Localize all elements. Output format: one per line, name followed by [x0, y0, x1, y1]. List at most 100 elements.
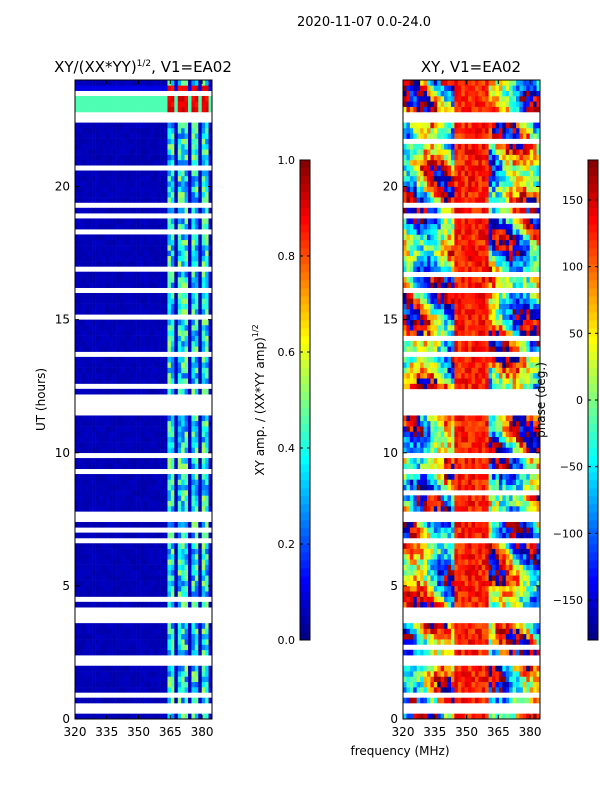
- heatmap-cell: [444, 639, 448, 645]
- heatmap-cell: [136, 633, 141, 640]
- heatmap-cell: [133, 101, 137, 107]
- heatmap-cell: [122, 436, 127, 443]
- heatmap-cell: [85, 458, 89, 464]
- heatmap-cell: [403, 569, 407, 576]
- heatmap-cell: [164, 362, 168, 368]
- heatmap-cell: [208, 633, 213, 640]
- heatmap-cell: [516, 596, 520, 603]
- heatmap-cell: [474, 585, 479, 592]
- heatmap-cell: [444, 559, 448, 565]
- heatmap-cell: [78, 644, 83, 651]
- heatmap-cell: [509, 601, 513, 608]
- heatmap-cell: [105, 261, 110, 267]
- heatmap-cell: [98, 665, 103, 672]
- heatmap-cell: [129, 324, 134, 331]
- heatmap-cell: [440, 665, 445, 672]
- heatmap-cell: [119, 154, 124, 161]
- heatmap-cell: [85, 106, 89, 113]
- heatmap-cell: [447, 713, 452, 720]
- heatmap-cell: [406, 713, 411, 720]
- heatmap-cell: [105, 127, 110, 134]
- heatmap-cell: [112, 447, 117, 454]
- heatmap-cell: [492, 564, 496, 571]
- heatmap-cell: [146, 420, 151, 427]
- heatmap-cell: [143, 420, 148, 427]
- heatmap-cell: [181, 245, 185, 251]
- heatmap-cell: [498, 665, 503, 672]
- heatmap-cell: [95, 330, 100, 336]
- heatmap-cell: [188, 186, 192, 193]
- heatmap-cell: [174, 479, 179, 486]
- heatmap-cell: [75, 580, 79, 587]
- heatmap-cell: [536, 639, 541, 645]
- heatmap-cell: [143, 245, 148, 251]
- heatmap-cell: [471, 623, 476, 629]
- heatmap-cell: [485, 532, 489, 539]
- heatmap-cell: [146, 442, 151, 448]
- heatmap-cell: [485, 543, 489, 549]
- heatmap-cell: [177, 697, 182, 704]
- heatmap-cell: [450, 506, 455, 512]
- heatmap-cell: [509, 633, 513, 640]
- heatmap-cell: [122, 159, 127, 166]
- heatmap-cell: [492, 681, 496, 688]
- heatmap-cell: [98, 133, 103, 139]
- heatmap-cell: [109, 378, 113, 384]
- heatmap-cell: [468, 575, 472, 581]
- heatmap-cell: [194, 564, 199, 571]
- heatmap-cell: [461, 665, 465, 672]
- heatmap-cell: [177, 388, 182, 395]
- heatmap-cell: [140, 569, 144, 576]
- heatmap-cell: [164, 591, 168, 597]
- heatmap-cell: [505, 633, 510, 640]
- heatmap-cell: [536, 548, 541, 555]
- heatmap-cell: [146, 271, 151, 278]
- heatmap-cell: [133, 490, 137, 496]
- heatmap-cell: [105, 367, 110, 374]
- heatmap-cell: [81, 591, 86, 597]
- heatmap-cell: [201, 506, 206, 512]
- heatmap-cell: [112, 623, 117, 629]
- heatmap-cell: [512, 713, 517, 720]
- heatmap-cell: [205, 261, 209, 267]
- heatmap-cell: [88, 521, 93, 528]
- heatmap-cell: [198, 548, 203, 555]
- heatmap-cell: [437, 713, 441, 720]
- heatmap-cell: [146, 628, 151, 635]
- heatmap-cell: [495, 639, 500, 645]
- heatmap-cell: [492, 527, 496, 533]
- heatmap-cell: [522, 553, 527, 560]
- heatmap-cell: [133, 250, 137, 257]
- heatmap-cell: [188, 340, 192, 347]
- colorbar-segment: [300, 632, 310, 641]
- heatmap-cell: [112, 484, 117, 491]
- heatmap-cell: [478, 564, 483, 571]
- heatmap-cell: [509, 521, 513, 528]
- heatmap-cell: [208, 591, 213, 597]
- heatmap-cell: [160, 293, 165, 299]
- heatmap-cell: [119, 687, 124, 693]
- heatmap-cell: [136, 543, 141, 549]
- heatmap-cell: [188, 548, 192, 555]
- heatmap-cell: [98, 346, 103, 352]
- heatmap-cell: [92, 324, 96, 331]
- heatmap-cell: [188, 687, 192, 693]
- heatmap-cell: [160, 245, 165, 251]
- heatmap-cell: [519, 569, 524, 576]
- heatmap-cell: [78, 388, 83, 395]
- heatmap-cell: [201, 340, 206, 347]
- heatmap-cell: [102, 697, 107, 704]
- heatmap-cell: [512, 484, 517, 491]
- heatmap-cell: [447, 649, 452, 656]
- heatmap-cell: [140, 133, 144, 139]
- heatmap-cell: [485, 569, 489, 576]
- heatmap-cell: [498, 575, 503, 581]
- heatmap-cell: [505, 569, 510, 576]
- heatmap-cell: [112, 293, 117, 299]
- heatmap-cell: [109, 474, 113, 480]
- heatmap-cell: [194, 245, 199, 251]
- heatmap-cell: [92, 601, 96, 608]
- heatmap-cell: [122, 346, 127, 352]
- heatmap-cell: [160, 521, 165, 528]
- heatmap-cell: [133, 585, 137, 592]
